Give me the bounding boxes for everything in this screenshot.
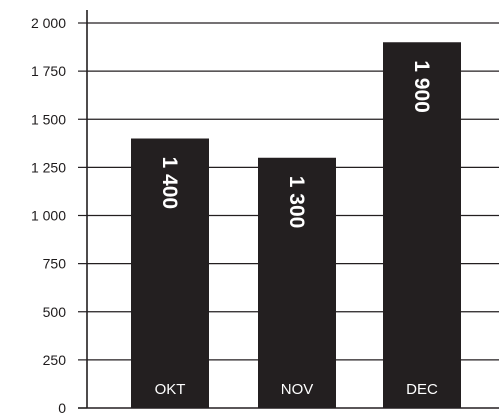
y-tick-label: 2 000 bbox=[31, 15, 66, 31]
bar-dec bbox=[383, 42, 461, 408]
y-tick-label: 1 500 bbox=[31, 111, 66, 127]
y-tick-label: 1 750 bbox=[31, 63, 66, 79]
y-tick-label: 0 bbox=[58, 400, 66, 416]
y-tick-label: 500 bbox=[43, 304, 67, 320]
category-label: NOV bbox=[281, 381, 314, 398]
value-label: 1 300 bbox=[285, 176, 308, 229]
category-label: OKT bbox=[155, 381, 186, 398]
bar-okt bbox=[131, 138, 209, 408]
value-label: 1 400 bbox=[158, 157, 181, 210]
category-label: DEC bbox=[406, 381, 438, 398]
y-tick-label: 1 250 bbox=[31, 159, 66, 175]
y-tick-label: 750 bbox=[43, 256, 67, 272]
y-tick-label: 1 000 bbox=[31, 208, 66, 224]
bar-nov bbox=[258, 157, 336, 408]
value-label: 1 900 bbox=[410, 60, 433, 113]
y-tick-label: 250 bbox=[43, 352, 67, 368]
